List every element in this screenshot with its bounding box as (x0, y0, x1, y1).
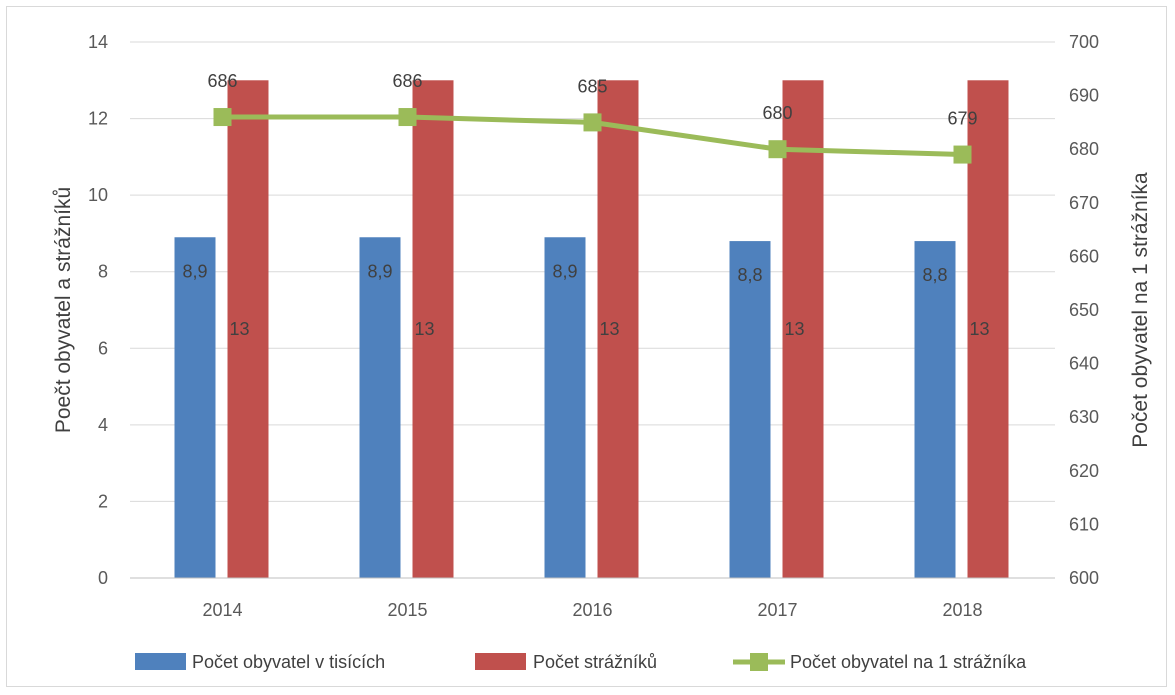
line-marker (398, 108, 417, 127)
bar (597, 80, 639, 579)
bars (174, 80, 1009, 579)
y2-tick-label: 620 (1069, 461, 1099, 481)
y-tick-label: 6 (98, 338, 108, 358)
y-tick-label: 12 (88, 109, 108, 129)
y-tick-label: 2 (98, 491, 108, 511)
y2-tick-label: 600 (1069, 568, 1099, 588)
bar (412, 80, 454, 579)
bar (967, 80, 1009, 579)
legend-label: Počet obyvatel v tisících (192, 652, 385, 672)
line-marker (953, 145, 972, 164)
line-data-label: 686 (392, 71, 422, 91)
bar-data-label: 13 (969, 319, 989, 339)
legend: Počet obyvatel v tisících Počet strážníků… (135, 652, 1027, 672)
y-tick-label: 4 (98, 415, 108, 435)
bar-data-label: 13 (784, 319, 804, 339)
bar (782, 80, 824, 579)
axes: 0 2 4 6 8 10 12 14 600 610 620 630 640 650 660 670 680 69… (88, 32, 1099, 620)
x-tick-label: 2016 (572, 600, 612, 620)
legend-label: Počet obyvatel na 1 strážníka (790, 652, 1027, 672)
bar-data-label: 8,9 (552, 261, 577, 281)
y-tick-label: 0 (98, 568, 108, 588)
bar (359, 237, 401, 578)
bar-data-label: 13 (229, 319, 249, 339)
y2-tick-label: 700 (1069, 32, 1099, 52)
bar (174, 237, 216, 578)
line-data-label: 679 (947, 109, 977, 129)
legend-marker (750, 653, 768, 671)
bar (544, 237, 586, 578)
y2-tick-label: 660 (1069, 246, 1099, 266)
line-data-label: 680 (762, 103, 792, 123)
line-marker (583, 113, 602, 132)
x-tick-label: 2017 (757, 600, 797, 620)
line-data-label: 686 (207, 71, 237, 91)
bar-data-label: 13 (599, 319, 619, 339)
bar (227, 80, 269, 579)
y2-axis-title: Počet obyvatel na 1 strážníka (1129, 172, 1152, 448)
y2-tick-label: 640 (1069, 354, 1099, 374)
y2-tick-label: 650 (1069, 300, 1099, 320)
bar (914, 241, 956, 579)
y-axis-title: Poečt obyvatel a strážníků (52, 187, 75, 433)
line-marker (213, 108, 232, 127)
y2-tick-label: 610 (1069, 514, 1099, 534)
y2-tick-label: 680 (1069, 139, 1099, 159)
y-tick-label: 14 (88, 32, 108, 52)
bar-data-label: 8,8 (737, 265, 762, 285)
line-data-label: 685 (577, 76, 607, 96)
x-tick-label: 2015 (387, 600, 427, 620)
y2-tick-label: 690 (1069, 86, 1099, 106)
legend-swatch (475, 653, 526, 670)
bar-data-label: 8,9 (182, 261, 207, 281)
y-tick-label: 10 (88, 185, 108, 205)
y2-tick-label: 630 (1069, 407, 1099, 427)
legend-label: Počet strážníků (533, 652, 657, 672)
bar-data-label: 8,8 (922, 265, 947, 285)
x-tick-label: 2018 (942, 600, 982, 620)
line-series (213, 108, 972, 164)
line-marker (768, 140, 787, 159)
legend-swatch (135, 653, 186, 670)
y2-tick-label: 670 (1069, 193, 1099, 213)
bar-data-label: 8,9 (367, 261, 392, 281)
x-tick-label: 2014 (202, 600, 242, 620)
bar-data-label: 13 (414, 319, 434, 339)
bar (729, 241, 771, 579)
data-labels: 8,9 8,9 8,9 8,8 8,8 13 13 13 13 13 686 686 685 680 679 (182, 71, 989, 339)
y-tick-label: 8 (98, 262, 108, 282)
